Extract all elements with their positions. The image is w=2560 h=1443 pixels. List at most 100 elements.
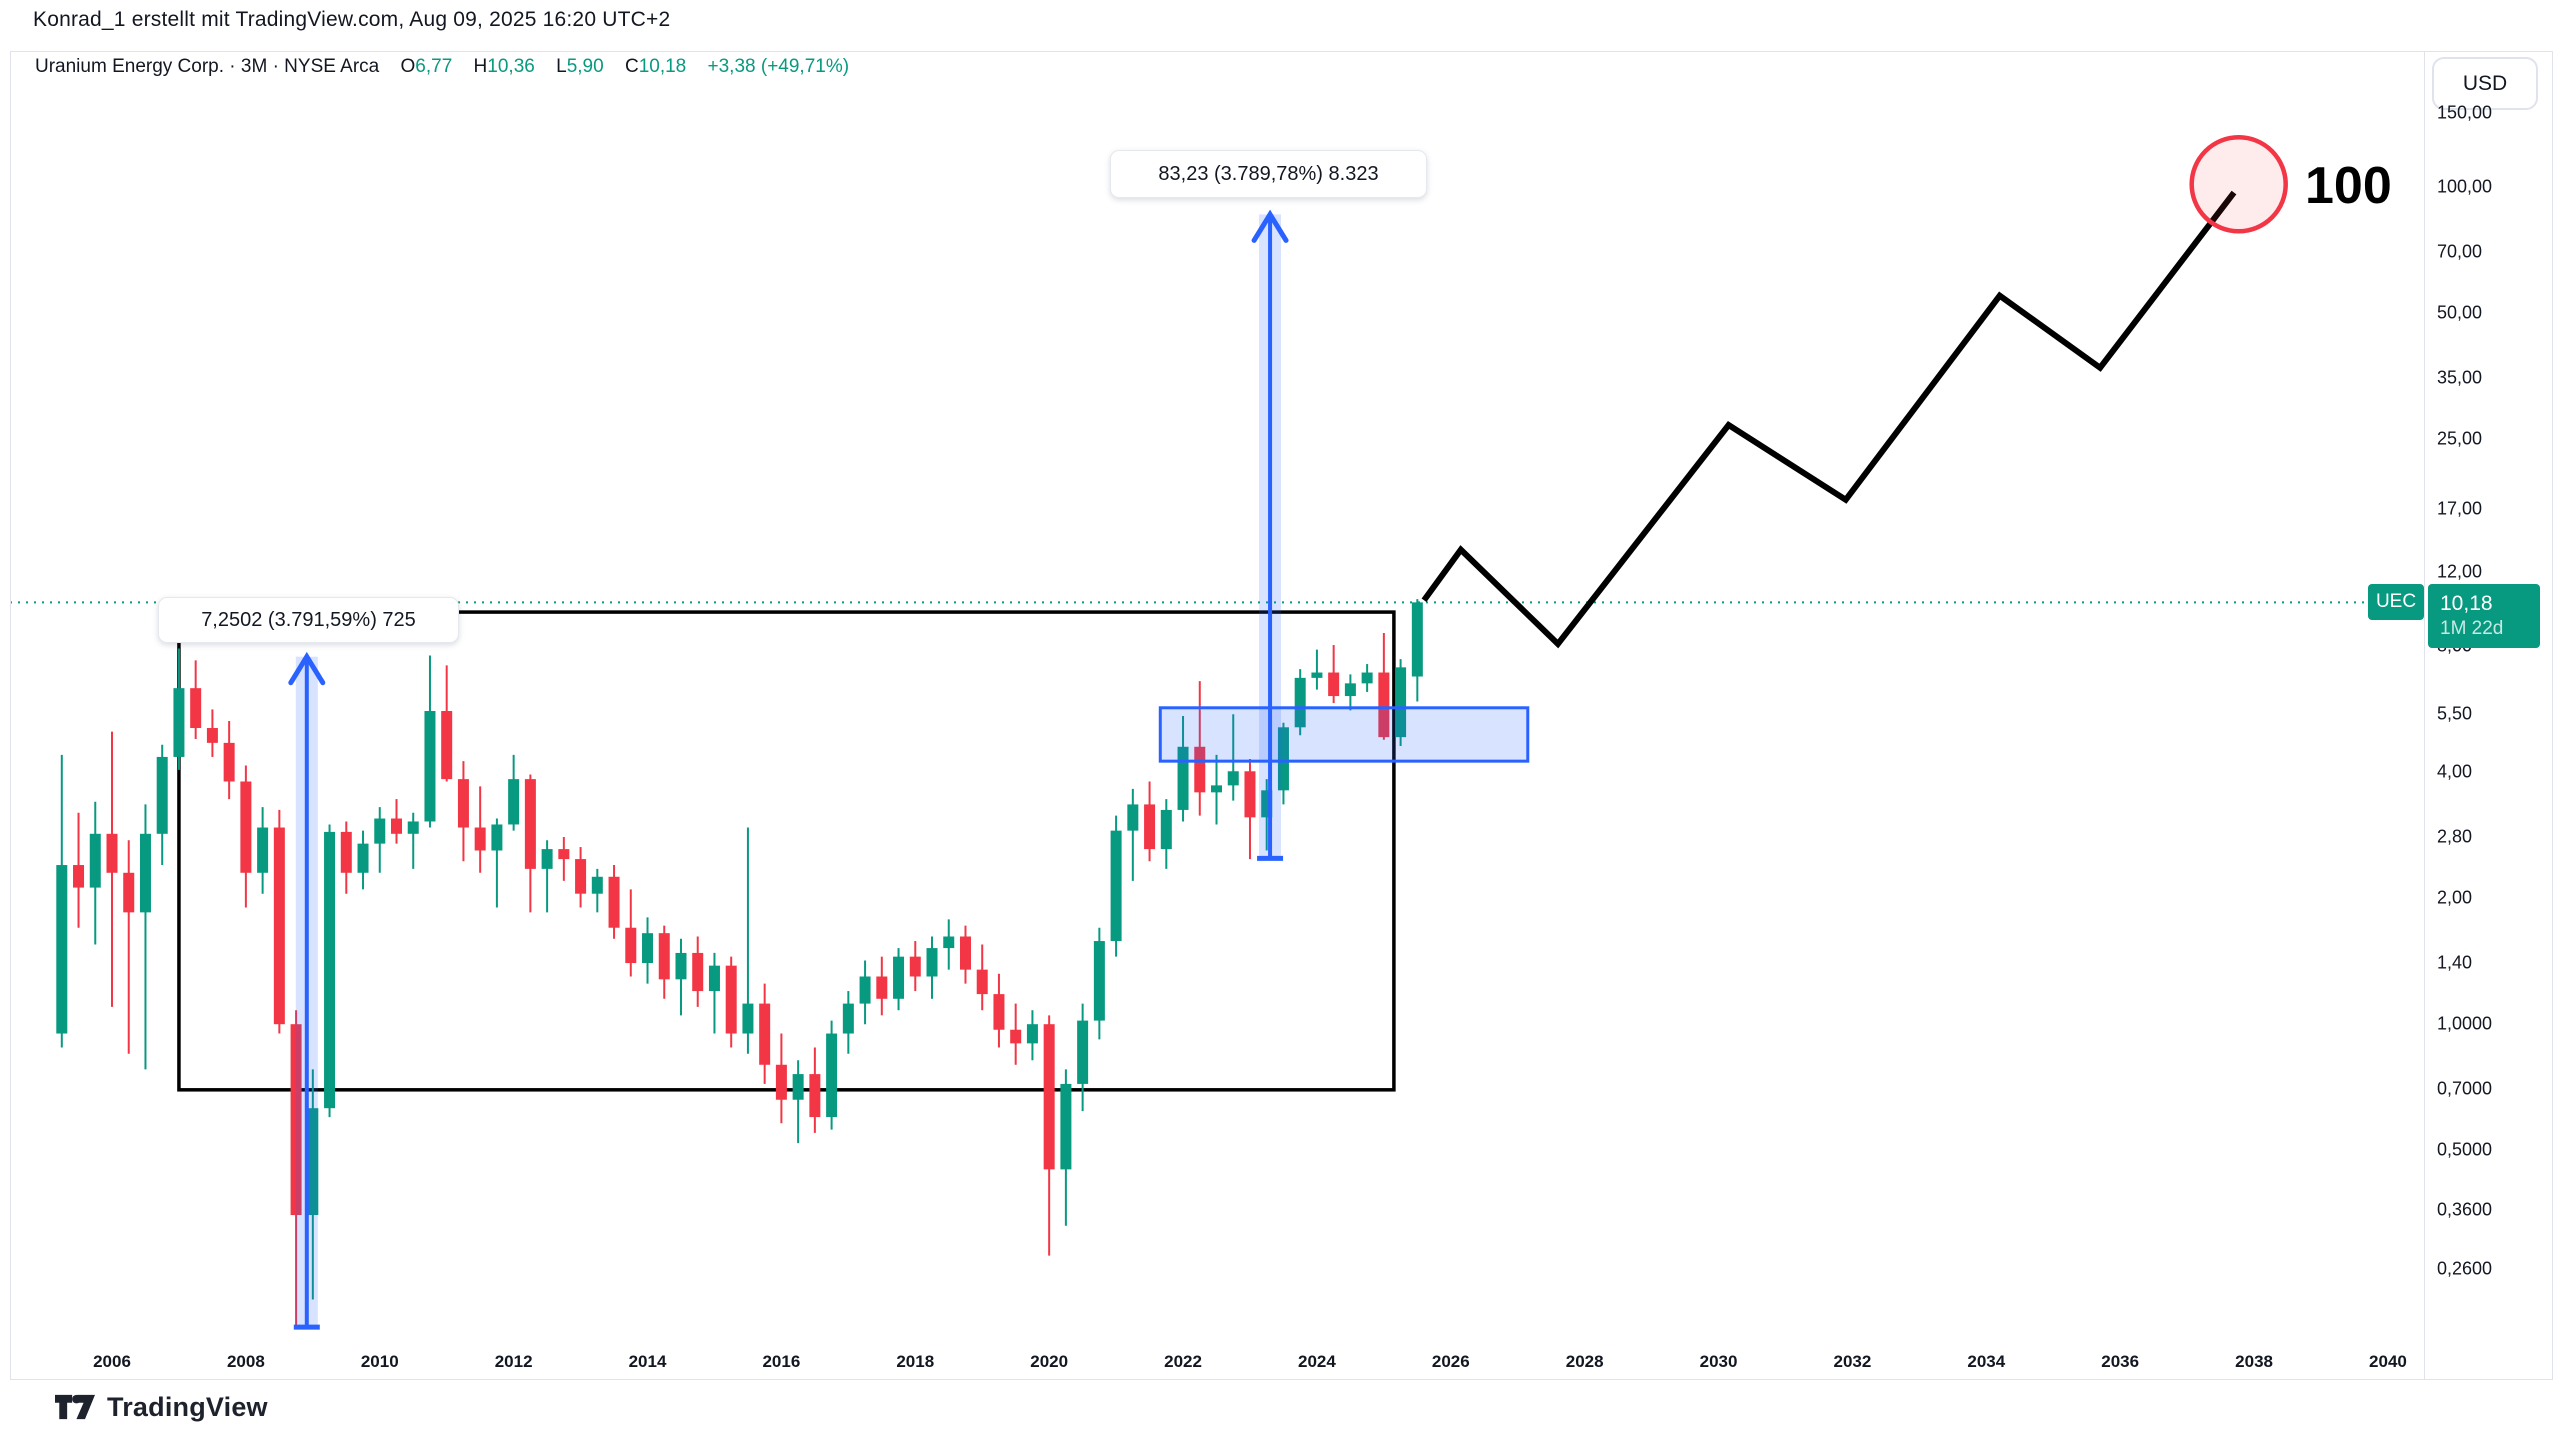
ohlc-open-label: O [400,56,416,77]
time-tick: 2020 [1030,1352,1069,1371]
candle-down [73,865,85,888]
candle-up [1261,790,1273,818]
price-target-text[interactable]: 100 [2305,157,2392,215]
measurement-label-2007[interactable]: 7,2502 (3.791,59%) 725 [158,597,459,643]
price-tick: 0,3600 [2437,1199,2493,1220]
price-tick: 1,40 [2437,952,2473,973]
candle-down [106,833,118,873]
symbol-title[interactable]: Uranium Energy Corp. · 3M · NYSE Arca [35,56,380,77]
candle-down [608,876,620,928]
candle-down [441,711,453,780]
candle-down [692,952,704,992]
tradingview-logo-icon [55,1394,95,1420]
candle-up [1344,683,1356,697]
candle-down [658,933,670,980]
measure-arrow-2007-head [288,651,326,686]
candle-up [1361,672,1373,684]
candle-down [575,859,587,894]
tradingview-logo-text: TradingView [107,1391,268,1422]
candle-down [625,927,637,964]
candle-up [541,849,553,869]
ohlc-close-value: 10,18 [638,56,687,77]
price-tick: 50,00 [2437,302,2483,323]
candle-down [223,742,235,782]
time-tick: 2026 [1431,1352,1470,1371]
candle-up [642,933,654,964]
price-axis-separator[interactable] [2424,51,2425,1380]
candle-up [1093,941,1105,1021]
current-price-badge[interactable]: 10,18 1M 22d [2428,584,2540,649]
candle-down [759,1003,771,1065]
candle-up [708,965,720,992]
candle-up [139,833,151,913]
candle-down [457,779,469,828]
candle-up [1411,602,1423,677]
projection-trendline-drawing[interactable] [1421,190,2237,649]
time-tick: 2022 [1164,1352,1202,1371]
ohlc-low-value: 5,90 [566,56,604,77]
time-tick: 2016 [762,1352,801,1371]
current-price-value: 10,18 [2440,592,2493,616]
price-tick: 17,00 [2437,498,2483,519]
time-tick: 2030 [1699,1352,1738,1371]
candle-up [859,976,871,1004]
candle-down [240,781,252,873]
candle-down [1043,1024,1055,1170]
price-tick: 150,00 [2437,102,2493,123]
target-circle-drawing[interactable] [2189,135,2288,234]
candle-down [725,965,737,1034]
candle-down [273,827,285,1025]
price-tick: 2,00 [2437,887,2473,908]
candle-up [407,821,419,834]
candle-up [1110,830,1122,942]
candle-up [56,865,68,1034]
candle-up [1294,677,1306,728]
time-tick: 2034 [1967,1352,2006,1371]
candle-up [792,1074,804,1100]
candle-down [123,872,135,913]
candle-down [959,936,971,970]
price-tick: 5,50 [2437,703,2473,724]
candle-down [558,849,570,860]
chart-attribution: Konrad_1 erstellt mit TradingView.com, A… [33,8,671,31]
candle-up [1211,785,1223,793]
price-tick: 0,7000 [2437,1078,2493,1099]
candle-down [1194,746,1206,793]
candle-up [1077,1020,1089,1084]
candle-up [89,833,101,888]
candle-down [474,827,486,851]
candle-down [190,688,202,729]
candle-up [491,824,503,851]
measurement-label-up[interactable]: 83,23 (3.789,78%) 8.323 [1110,150,1427,198]
candle-up [424,711,436,822]
candle-up [893,956,905,999]
ohlc-high-label: H [473,56,488,77]
tradingview-logo[interactable]: TradingView [55,1390,268,1424]
symbol-price-tag: UEC [2368,584,2424,621]
candle-down [290,1024,302,1216]
candle-down [340,831,352,873]
candle-up [357,843,369,873]
price-tick: 100,00 [2437,176,2493,197]
candle-down [1328,672,1340,697]
candle-up [1177,746,1189,810]
candle-down [1010,1029,1022,1044]
price-tick: 12,00 [2437,561,2483,582]
candle-up [842,1003,854,1034]
price-tick: 25,00 [2437,428,2483,449]
candle-down [1244,771,1256,818]
candle-up [1060,1083,1072,1170]
symbol-header[interactable]: Uranium Energy Corp. · 3M · NYSE Arca O6… [35,56,849,78]
candle-up [374,818,386,844]
candle-up [943,936,955,949]
currency-usd-button[interactable]: USD [2432,57,2538,110]
candle-up [742,1003,754,1034]
candle-up [173,688,185,757]
candle-down [809,1074,821,1118]
time-tick: 2036 [2101,1352,2140,1371]
candle-up [826,1033,838,1118]
candle-up [1277,727,1289,791]
support-zone-drawing[interactable] [1158,706,1530,763]
measure-arrow-up-head [1251,209,1289,243]
